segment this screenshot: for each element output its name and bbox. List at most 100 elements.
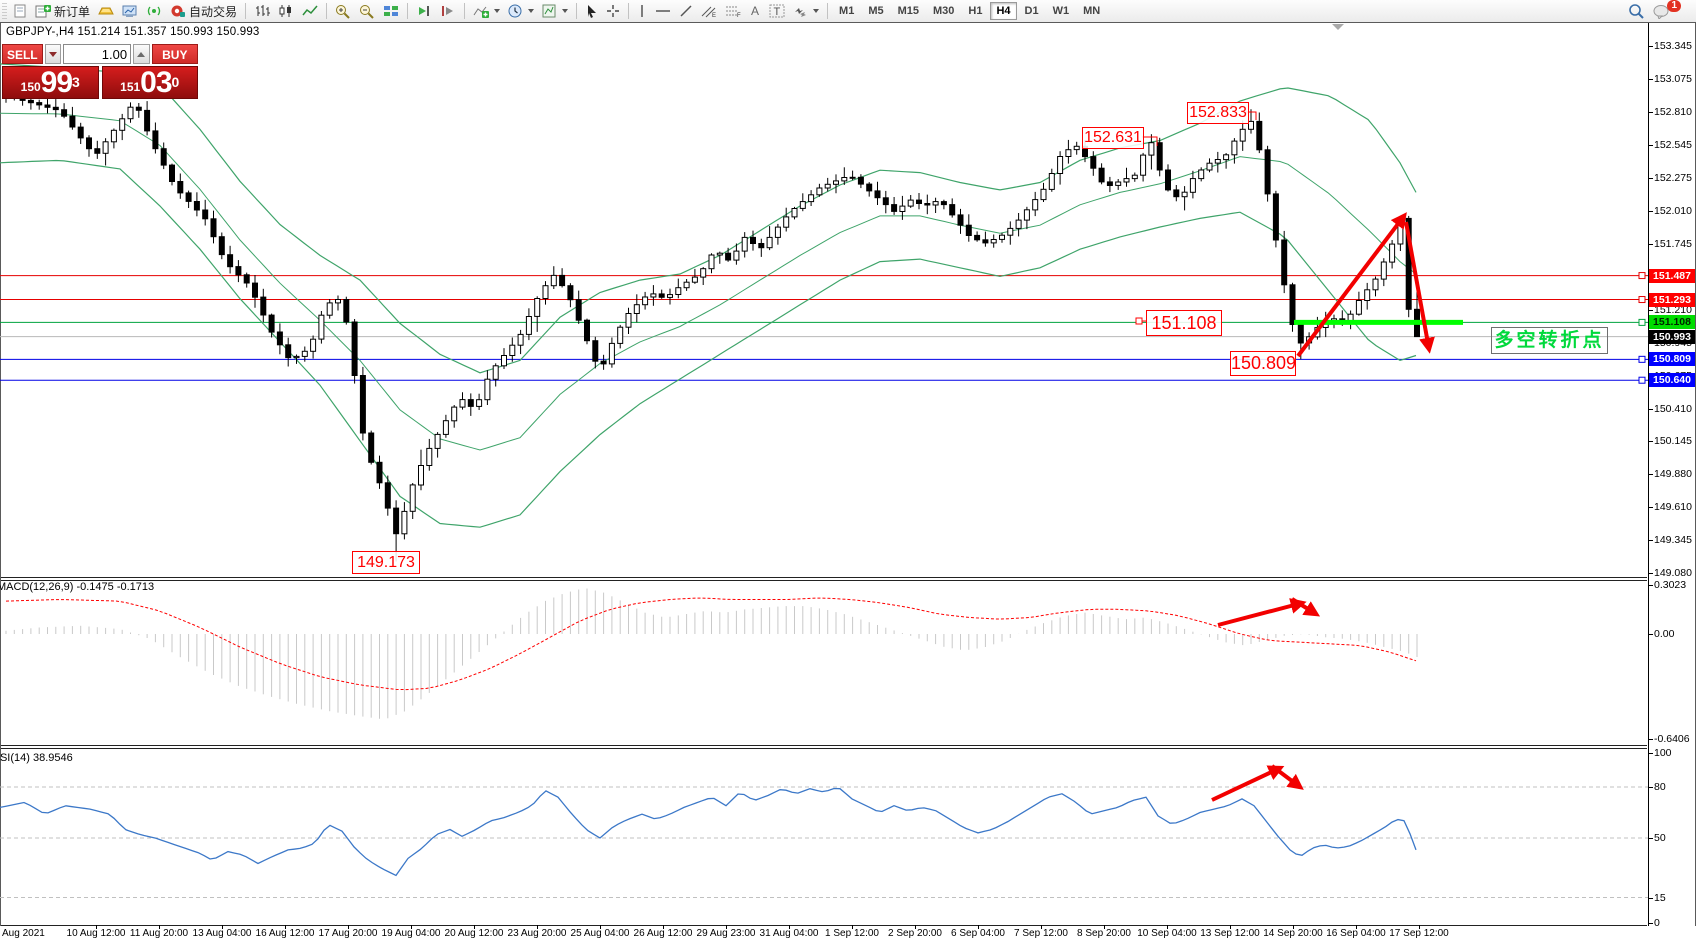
chart-bars-icon[interactable]: [250, 0, 274, 22]
new-order-icon: [35, 5, 51, 18]
bid-sup: 3: [72, 74, 80, 90]
indicators-icon: [473, 6, 490, 18]
time-label: 25 Aug 04:00: [570, 928, 630, 939]
time-tick: [222, 925, 223, 929]
macd-tick-label: 0.00: [1654, 628, 1675, 640]
chat-icon[interactable]: 1: [1649, 0, 1692, 22]
note-box[interactable]: 多空转折点: [1491, 327, 1608, 354]
trendline-icon[interactable]: [675, 0, 697, 22]
price-level-badge: 151.293: [1649, 292, 1695, 307]
price-tick-label: 149.880: [1654, 468, 1692, 481]
time-tick: [1293, 925, 1294, 929]
crosshair-icon[interactable]: [602, 0, 624, 22]
panel-separator[interactable]: [1, 577, 1647, 578]
toolbar-grip[interactable]: [2, 3, 7, 19]
main-chart[interactable]: [0, 22, 1649, 578]
zoom-out-icon[interactable]: [355, 0, 379, 22]
new-order-button[interactable]: 新订单: [31, 0, 94, 22]
volume-decrease-button[interactable]: [44, 44, 62, 64]
axis-tick: [1649, 178, 1653, 180]
chevron-down-icon: [528, 9, 535, 13]
price-level-badge: 151.487: [1649, 268, 1695, 283]
time-tick: [726, 925, 727, 929]
axis-tick: [1649, 243, 1653, 245]
price-annotation-label[interactable]: 152.833: [1187, 102, 1249, 124]
time-label: 1 Sep 12:00: [825, 928, 879, 939]
time-label: 16 Sep 04:00: [1326, 928, 1386, 939]
fibonacci-icon[interactable]: F: [721, 0, 745, 22]
timeframe-m1[interactable]: M1: [839, 5, 855, 17]
time-label: 23 Aug 20:00: [507, 928, 567, 939]
panel-separator[interactable]: [1, 580, 1647, 581]
price-level-badge: 151.108: [1649, 315, 1695, 330]
timeframe-h1[interactable]: H1: [968, 5, 983, 17]
gold-icon[interactable]: [94, 0, 118, 22]
bid-price[interactable]: 150 99 3: [2, 66, 99, 99]
timeframe-m5[interactable]: M5: [868, 5, 884, 17]
svg-text:E: E: [712, 13, 716, 18]
volume-increase-button[interactable]: [133, 44, 150, 64]
price-axis-line: [1648, 23, 1649, 926]
sell-button[interactable]: SELL: [2, 44, 43, 64]
autotrade-button[interactable]: 自动交易: [166, 0, 241, 22]
timeframe-w1[interactable]: W1: [1052, 5, 1070, 17]
search-icon[interactable]: [1624, 0, 1649, 22]
chart-line-icon[interactable]: [298, 0, 322, 22]
timeframe-m30[interactable]: M30: [933, 5, 955, 17]
rsi-indicator-label: RSI(14) 38.9546: [0, 752, 73, 764]
price-tick-label: 153.075: [1654, 73, 1692, 86]
rsi-panel[interactable]: [0, 748, 1649, 926]
file-icon[interactable]: [9, 0, 31, 22]
indicators-button[interactable]: [469, 0, 504, 22]
bid-small: 150: [20, 80, 41, 94]
price-level-badge: 150.809: [1649, 352, 1695, 367]
timeframe-h4[interactable]: H4: [990, 2, 1017, 20]
volume-input[interactable]: [63, 44, 132, 64]
axis-tick: [1649, 79, 1653, 81]
templates-button[interactable]: [538, 0, 572, 22]
panel-separator[interactable]: [1, 748, 1647, 749]
channel-icon[interactable]: E: [697, 0, 721, 22]
time-label: 6 Sep 04:00: [951, 928, 1005, 939]
time-label: 13 Sep 12:00: [1200, 928, 1260, 939]
price-annotation-label[interactable]: 151.108: [1146, 310, 1222, 336]
panel-separator[interactable]: [1, 745, 1647, 746]
text-label-icon[interactable]: T: [765, 0, 789, 22]
timeframe-m15[interactable]: M15: [897, 5, 919, 17]
chart-shift-icon[interactable]: [436, 0, 460, 22]
axis-tick: [1649, 585, 1653, 586]
timeframe-d1[interactable]: D1: [1024, 5, 1039, 17]
text-icon[interactable]: A: [745, 0, 765, 22]
autoscroll-icon[interactable]: [412, 0, 436, 22]
price-annotation-label[interactable]: 150.809: [1230, 351, 1296, 376]
signal-icon[interactable]: [142, 0, 166, 22]
rsi-tick-label: 100: [1654, 747, 1672, 759]
timeframe-mn[interactable]: MN: [1083, 5, 1101, 17]
cursor-icon[interactable]: [581, 0, 602, 22]
rsi-tick-label: 80: [1654, 781, 1666, 793]
axis-tick: [1649, 897, 1653, 899]
market-watch-icon[interactable]: [118, 0, 142, 22]
arrows-tool-button[interactable]: [789, 0, 823, 22]
price-tick-label: 152.545: [1654, 138, 1692, 151]
price-tick-label: 150.145: [1654, 435, 1692, 448]
ask-price[interactable]: 151 03 0: [101, 66, 198, 99]
chat-badge: 1: [1667, 0, 1681, 12]
axis-tick: [1649, 441, 1653, 443]
price-annotation-label[interactable]: 152.631: [1082, 127, 1144, 149]
template-icon: [542, 4, 556, 18]
buy-button[interactable]: BUY: [151, 44, 198, 64]
periods-button[interactable]: [504, 0, 538, 22]
time-label: 17 Aug 20:00: [318, 928, 378, 939]
price-axis[interactable]: 153.345 153.075 152.810 152.545 152.275 152.0…: [1648, 22, 1696, 929]
macd-panel[interactable]: [0, 580, 1649, 746]
tile-windows-icon[interactable]: [379, 0, 403, 22]
time-tick: [1356, 925, 1357, 929]
horizontal-line-icon[interactable]: [651, 0, 675, 22]
zoom-in-icon[interactable]: [331, 0, 355, 22]
ask-small: 151: [120, 80, 141, 94]
price-annotation-label[interactable]: 149.173: [352, 551, 420, 574]
time-label: 19 Aug 04:00: [381, 928, 441, 939]
chart-candles-icon[interactable]: [274, 0, 298, 22]
time-axis[interactable]: Aug 2021 10 Aug 12:00 11 Aug 20:00 13 Aug 0…: [0, 925, 1696, 942]
